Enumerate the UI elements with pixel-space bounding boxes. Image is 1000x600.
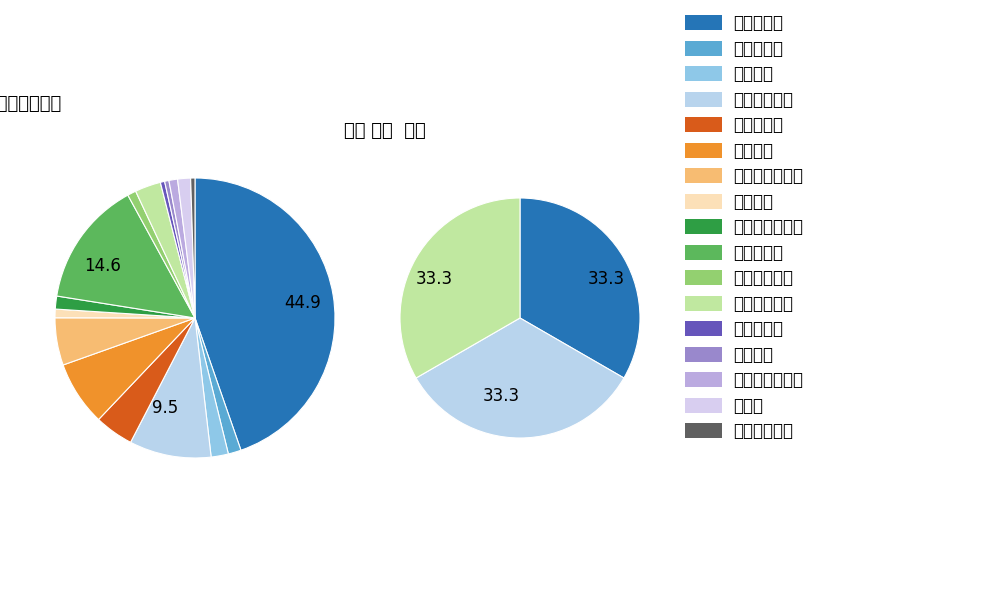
Wedge shape — [55, 318, 195, 365]
Wedge shape — [400, 198, 520, 378]
Wedge shape — [195, 318, 241, 454]
Text: 9.5: 9.5 — [152, 398, 179, 416]
Wedge shape — [136, 182, 195, 318]
Wedge shape — [55, 309, 195, 318]
Wedge shape — [169, 179, 195, 318]
Wedge shape — [165, 181, 195, 318]
Wedge shape — [55, 296, 195, 318]
Text: 33.3: 33.3 — [483, 387, 520, 405]
Text: 33.3: 33.3 — [588, 270, 625, 288]
Wedge shape — [57, 195, 195, 318]
Wedge shape — [416, 318, 624, 438]
Wedge shape — [195, 318, 228, 457]
Wedge shape — [131, 318, 211, 458]
Text: 33.3: 33.3 — [415, 270, 452, 288]
Wedge shape — [128, 191, 195, 318]
Wedge shape — [99, 318, 195, 442]
Wedge shape — [178, 178, 195, 318]
Title: 石川 柊太  選手: 石川 柊太 選手 — [344, 122, 426, 140]
Text: 44.9: 44.9 — [285, 294, 321, 312]
Wedge shape — [195, 178, 335, 450]
Wedge shape — [191, 178, 195, 318]
Wedge shape — [520, 198, 640, 378]
Wedge shape — [160, 181, 195, 318]
Legend: ストレート, ツーシーム, シュート, カットボール, スプリット, フォーク, チェンジアップ, シンカー, 高速スライダー, スライダー, 縦スライダー, : ストレート, ツーシーム, シュート, カットボール, スプリット, フォーク,… — [685, 14, 803, 440]
Wedge shape — [63, 318, 195, 419]
Title: パ・リーグ全プレイヤー: パ・リーグ全プレイヤー — [0, 95, 62, 113]
Text: 14.6: 14.6 — [84, 257, 121, 275]
